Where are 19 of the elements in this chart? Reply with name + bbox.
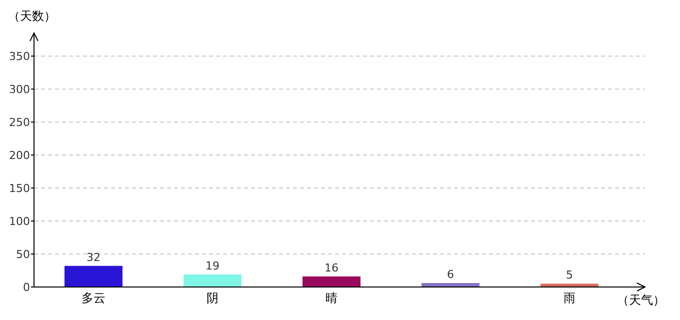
x-tick-label: 阴 <box>206 291 218 305</box>
y-tick-label: 100 <box>9 215 30 228</box>
x-tick-label: 雨 <box>564 291 576 305</box>
data-label: 19 <box>206 259 220 272</box>
y-tick-label: 150 <box>9 182 30 196</box>
y-tick-label: 300 <box>9 83 30 96</box>
x-tick-label: 晴 <box>326 291 338 305</box>
y-tick-label: 200 <box>9 149 30 162</box>
x-tick-label: 多云 <box>82 291 106 305</box>
data-label: 32 <box>86 250 100 264</box>
y-tick-label: 350 <box>9 50 30 64</box>
y-tick-label: 50 <box>16 248 30 262</box>
y-tick-label: 250 <box>9 116 30 130</box>
data-label: 6 <box>447 268 454 282</box>
y-axis-title: （天数） <box>8 9 56 23</box>
data-label: 5 <box>566 268 573 282</box>
data-label: 16 <box>324 261 338 274</box>
x-axis-title: （天气） <box>617 293 665 307</box>
y-tick-label: 0 <box>23 281 30 294</box>
